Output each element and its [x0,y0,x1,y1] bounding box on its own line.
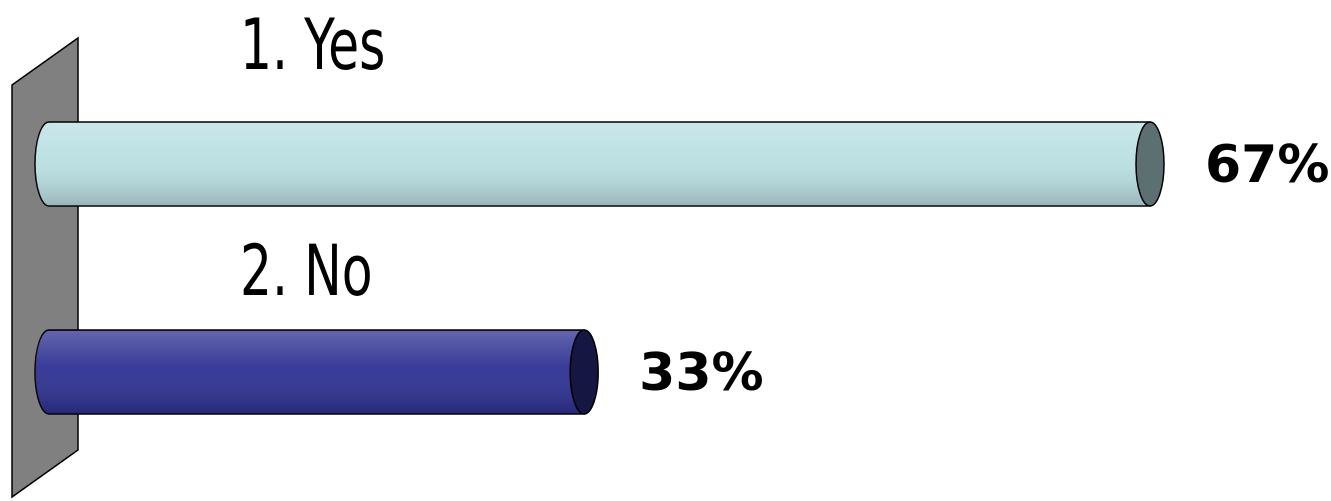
bar-shade [35,331,585,413]
bar-shade [35,123,1150,205]
value-label: 67% [1205,135,1329,195]
value-label: 33% [639,343,763,403]
category-label: 2. No [240,231,373,313]
category-label: 1. Yes [240,5,385,87]
bar-cap [569,329,599,415]
bar-cap [1135,121,1165,207]
wall [11,36,79,499]
